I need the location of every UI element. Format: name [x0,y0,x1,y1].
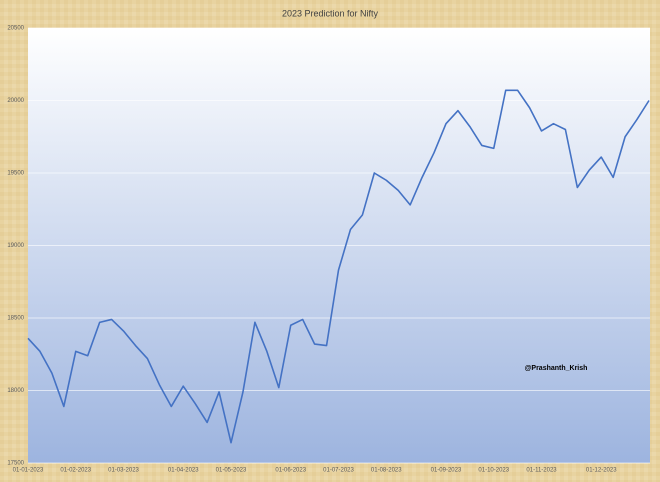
x-tick-label: 01-04-2023 [168,468,199,474]
x-tick-label: 01-08-2023 [371,468,402,474]
y-tick-label: 18000 [7,388,24,394]
x-tick-label: 01-03-2023 [108,468,139,474]
chart-title: 2023 Prediction for Nifty [282,8,379,18]
x-tick-label: 01-10-2023 [478,468,509,474]
y-tick-label: 19000 [7,243,24,249]
line [27,89,650,444]
y-tick-label: 20000 [7,98,24,104]
x-tick-label: 01-01-2023 [13,468,44,474]
y-tick-label: 19500 [7,171,24,177]
x-tick-label: 01-09-2023 [431,468,462,474]
annotation: @Prashanth_Krish [525,365,588,372]
y-tick-label: 17500 [7,461,24,467]
x-tick-label: 01-12-2023 [586,468,617,474]
x-tick-label: 01-07-2023 [323,468,354,474]
y-tick-label: 18500 [7,316,24,322]
x-tick-label: 01-11-2023 [526,468,557,474]
x-tick-label: 01-02-2023 [60,468,91,474]
y-tick-label: 20500 [7,26,24,32]
x-tick-label: 01-05-2023 [216,468,247,474]
x-tick-label: 01-06-2023 [275,468,306,474]
